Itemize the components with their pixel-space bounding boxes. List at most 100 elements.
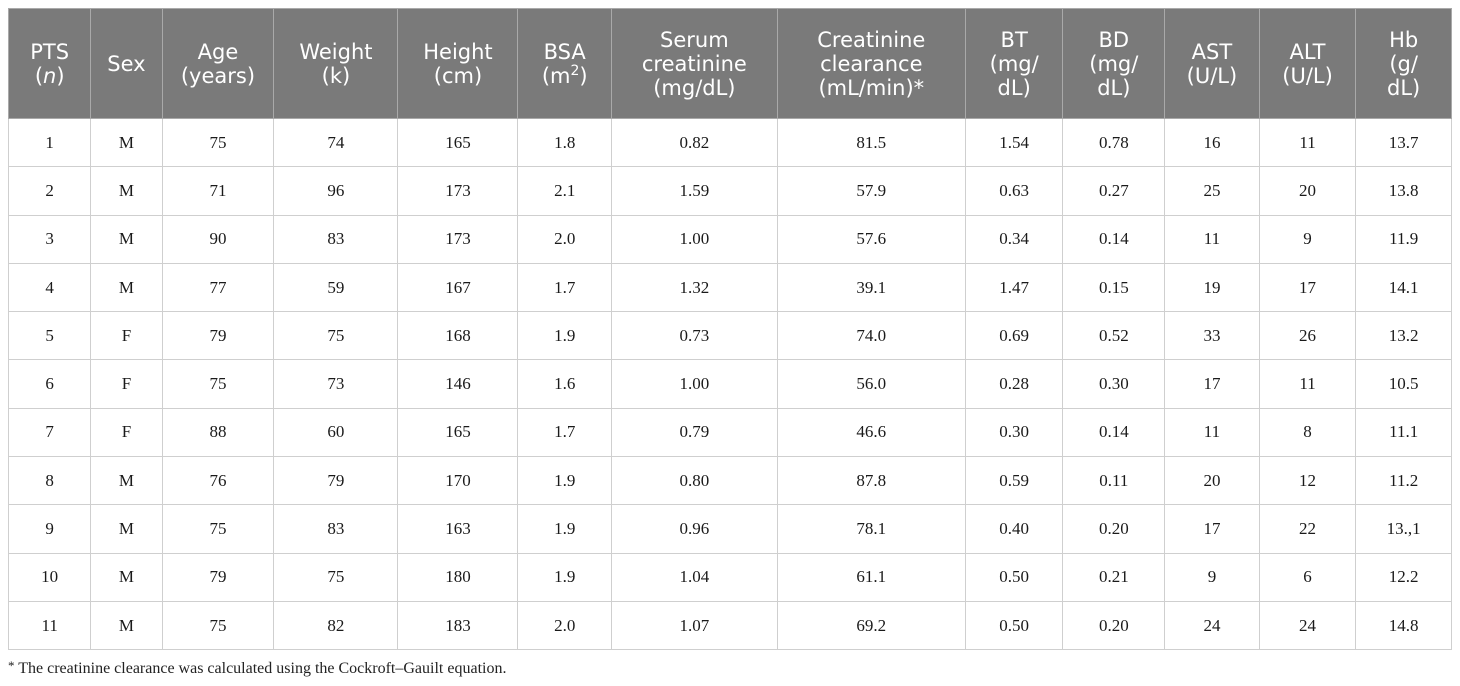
table-cell: 90 [161, 214, 275, 264]
table-cell: 0.50 [964, 600, 1064, 651]
table-row: 7 F 88 60 165 1.7 0.79 46.6 0.30 0.14 11 8 11.1 [7, 407, 1452, 458]
table-row: 2 M 71 96 173 2.1 1.59 57.9 0.63 0.27 25 20 13.8 [7, 166, 1452, 216]
header-row: PTS (n) Sex Age (years) Weight (k) Height (cm) BS… [7, 8, 1452, 119]
table-cell: 1.04 [610, 552, 778, 602]
column-header: BT (mg/dL) [964, 8, 1064, 119]
table-cell: M [90, 504, 163, 554]
column-header: Serum creatinine (mg/dL) [610, 8, 778, 119]
table-header: PTS (n) Sex Age (years) Weight (k) Height (cm) BS… [7, 8, 1452, 119]
column-header-line: (U/L) [1186, 63, 1238, 88]
table-cell: 9 [1164, 552, 1260, 602]
table-cell: 12 [1258, 456, 1357, 506]
table-cell: 10.5 [1355, 359, 1452, 409]
table-cell: 0.30 [964, 407, 1064, 458]
table-cell: 2.0 [517, 600, 612, 651]
table-cell: 1.7 [517, 262, 612, 313]
column-header: BD (mg/dL) [1062, 8, 1166, 119]
table-cell: 26 [1258, 311, 1357, 361]
table-cell: 79 [273, 456, 399, 506]
table-cell: 14.1 [1355, 262, 1452, 313]
table-cell: 1 [7, 117, 92, 168]
table-cell: 33 [1164, 311, 1260, 361]
table-cell: 20 [1258, 166, 1357, 216]
unit-text: (m [541, 63, 571, 88]
table-cell: 17 [1258, 262, 1357, 313]
table-cell: 11 [1258, 117, 1357, 168]
column-header: Sex [90, 8, 163, 119]
table-cell: 146 [397, 359, 519, 409]
table-cell: 76 [161, 456, 275, 506]
column-header-line: (mg/ [1089, 51, 1139, 76]
table-cell: 1.7 [517, 407, 612, 458]
table-cell: 168 [397, 311, 519, 361]
table-cell: 77 [161, 262, 275, 313]
column-header-line: dL) [997, 75, 1031, 100]
table-cell: 19 [1164, 262, 1260, 313]
table-row: 11 M 75 82 183 2.0 1.07 69.2 0.50 0.20 24 24 14.8 [7, 600, 1452, 651]
table-cell: F [90, 311, 163, 361]
column-header-line: dL) [1097, 75, 1131, 100]
column-header-line: (m2) [524, 64, 605, 88]
table-cell: 1.54 [964, 117, 1064, 168]
table-cell: F [90, 359, 163, 409]
table-cell: 2.0 [517, 214, 612, 264]
column-header: BSA (m2) [517, 8, 612, 119]
table-cell: 5 [7, 311, 92, 361]
column-header-line: BSA [543, 39, 586, 64]
table-cell: 17 [1164, 504, 1260, 554]
table-cell: 14.8 [1355, 600, 1452, 651]
table-cell: 74 [273, 117, 399, 168]
table-cell: 8 [7, 456, 92, 506]
table-cell: 0.21 [1062, 552, 1166, 602]
column-header-line: Age [197, 39, 239, 64]
table-cell: 13.,1 [1355, 504, 1452, 554]
table-row: 8 M 76 79 170 1.9 0.80 87.8 0.59 0.11 20 12 11.2 [7, 456, 1452, 506]
table-cell: 0.52 [1062, 311, 1166, 361]
table-cell: 24 [1258, 600, 1357, 651]
table-cell: 96 [273, 166, 399, 216]
table-cell: 0.82 [610, 117, 778, 168]
table-cell: 173 [397, 166, 519, 216]
table-body: 1 M 75 74 165 1.8 0.82 81.5 1.54 0.78 16 11 13.7 2 M 71… [7, 117, 1452, 651]
table-cell: M [90, 456, 163, 506]
table-cell: 9 [7, 504, 92, 554]
table-cell: 1.47 [964, 262, 1064, 313]
table-cell: 0.34 [964, 214, 1064, 264]
table-cell: 11 [7, 600, 92, 651]
table-row: 3 M 90 83 173 2.0 1.00 57.6 0.34 0.14 11 9 11.9 [7, 214, 1452, 264]
table-cell: 7 [7, 407, 92, 458]
table-cell: 1.59 [610, 166, 778, 216]
table-cell: 0.80 [610, 456, 778, 506]
table-cell: 73 [273, 359, 399, 409]
table-cell: 8 [1258, 407, 1357, 458]
table-cell: 9 [1258, 214, 1357, 264]
column-header: ALT (U/L) [1258, 8, 1357, 119]
table-cell: 71 [161, 166, 275, 216]
table-cell: 165 [397, 117, 519, 168]
table-cell: 81.5 [776, 117, 966, 168]
column-header-line: (n) [34, 63, 65, 88]
table-cell: F [90, 407, 163, 458]
table-cell: 82 [273, 600, 399, 651]
table-cell: 87.8 [776, 456, 966, 506]
table-cell: 0.59 [964, 456, 1064, 506]
table-row: 1 M 75 74 165 1.8 0.82 81.5 1.54 0.78 16 11 13.7 [7, 117, 1452, 168]
table-row: 5 F 79 75 168 1.9 0.73 74.0 0.69 0.52 33 26 13.2 [7, 311, 1452, 361]
table-cell: 0.79 [610, 407, 778, 458]
table-cell: 75 [161, 504, 275, 554]
table-cell: 1.9 [517, 504, 612, 554]
table-cell: 1.6 [517, 359, 612, 409]
table-cell: 0.96 [610, 504, 778, 554]
column-header-line: (U/L) [1282, 63, 1333, 88]
table-cell: 1.9 [517, 456, 612, 506]
column-header-line: Height [423, 39, 493, 64]
column-header-line: creatinine [641, 51, 747, 76]
table-cell: 12.2 [1355, 552, 1452, 602]
footnote-mark: * [8, 658, 15, 673]
table-cell: 61.1 [776, 552, 966, 602]
table-cell: 79 [161, 552, 275, 602]
column-header: Height (cm) [397, 8, 519, 119]
table-cell: M [90, 600, 163, 651]
table-cell: 75 [161, 600, 275, 651]
table-cell: 0.73 [610, 311, 778, 361]
